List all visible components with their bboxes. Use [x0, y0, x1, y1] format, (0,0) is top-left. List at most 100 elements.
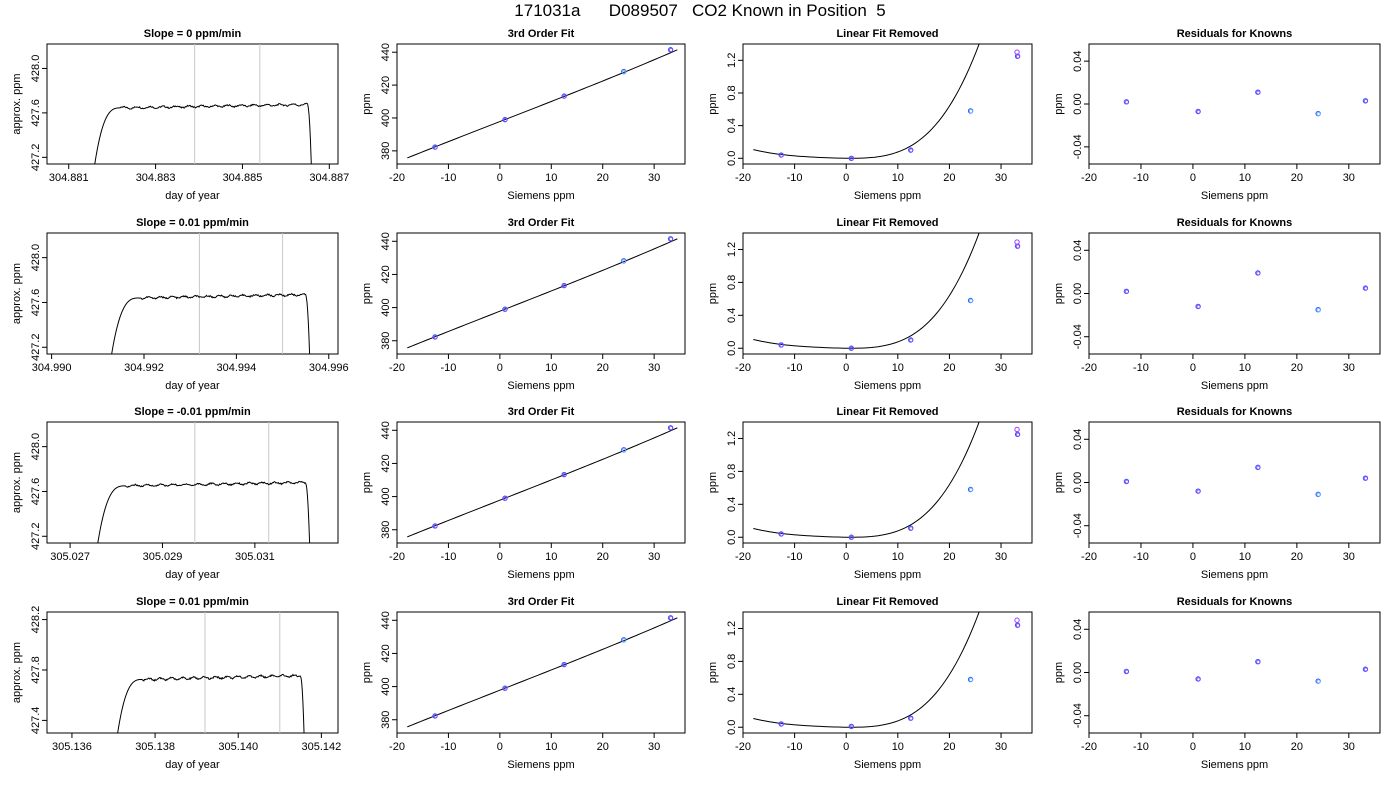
y-tick-label: 0.04: [1072, 429, 1084, 450]
data-point-inner: [503, 686, 508, 691]
y-tick-label: 1.2: [726, 53, 738, 68]
data-point-inner: [968, 109, 973, 114]
plot-frame: [1088, 611, 1381, 734]
data-point-inner: [669, 48, 674, 53]
data-point-inner: [1015, 623, 1020, 628]
data-point-inner: [849, 535, 854, 540]
y-tick-label: 1.2: [726, 621, 738, 636]
y-tick-label: 440: [380, 232, 392, 250]
x-tick-label: 305.027: [50, 551, 90, 563]
residual-curve-line: [753, 422, 980, 538]
plot-frame: [46, 421, 339, 544]
x-tick-label: 304.885: [223, 172, 263, 184]
y-tick-label: 427.8: [30, 656, 42, 684]
data-point-inner: [1316, 111, 1321, 116]
data-point-inner: [909, 338, 914, 343]
data-point-inner: [779, 153, 784, 158]
x-tick-label: 20: [943, 362, 955, 374]
y-tick-label: 0.8: [726, 275, 738, 290]
data-point-inner: [1196, 304, 1201, 309]
data-point-inner: [968, 298, 973, 303]
x-tick-label: 20: [1291, 362, 1303, 374]
x-axis-label: Siemens ppm: [854, 380, 921, 392]
data-point-inner: [1363, 286, 1368, 291]
panel-r1-c4: Residuals for Knowns -20 -10 0 10 20 30 -0.04 0.…: [1053, 28, 1381, 202]
x-tick-label: 0: [497, 551, 503, 563]
panel-title: Slope = -0.01 ppm/min: [134, 406, 251, 418]
fit-line: [407, 49, 678, 159]
x-tick-label: -10: [787, 362, 803, 374]
x-tick-label: -20: [389, 741, 405, 753]
x-tick-label: 0: [1190, 172, 1196, 184]
y-tick-label: 427.4: [30, 707, 42, 735]
x-tick-label: -10: [440, 172, 456, 184]
panel-title: 3rd Order Fit: [508, 596, 575, 608]
y-tick-label: 0.04: [1072, 50, 1084, 71]
x-tick-label: -10: [440, 741, 456, 753]
x-tick-label: 20: [1291, 172, 1303, 184]
x-tick-label: 0: [1190, 551, 1196, 563]
y-tick-label: 420: [380, 76, 392, 94]
x-tick-label: -10: [1133, 741, 1149, 753]
y-tick-label: -0.04: [1072, 703, 1084, 728]
data-point-inner: [562, 94, 567, 99]
panel-r2-c3: Linear Fit Removed -20 -10 0 10 20 30 0.0 0.4 0.8…: [707, 217, 1033, 392]
x-tick-label: 20: [597, 551, 609, 563]
x-tick-label: 30: [648, 172, 660, 184]
y-tick-label: 427.6: [30, 99, 42, 127]
plot-frame: [742, 232, 1033, 355]
y-tick-label: 0.0: [726, 720, 738, 735]
y-tick-label: -0.04: [1072, 134, 1084, 159]
y-axis-label: ppm: [361, 283, 373, 304]
y-tick-label: 0.8: [726, 464, 738, 479]
y-tick-label: 380: [380, 142, 392, 160]
y-axis-label: approx. ppm: [11, 642, 23, 703]
x-tick-label: 30: [1343, 362, 1355, 374]
data-point-inner: [1363, 476, 1368, 481]
y-tick-label: 428.0: [30, 55, 42, 83]
x-tick-label: 30: [1343, 172, 1355, 184]
x-tick-label: -20: [1081, 172, 1097, 184]
x-tick-label: 304.990: [32, 362, 72, 374]
y-tick-label: 440: [380, 421, 392, 439]
panel-title: Linear Fit Removed: [836, 596, 938, 608]
plot-frame: [46, 232, 339, 355]
fit-line: [407, 238, 678, 349]
x-tick-label: 10: [892, 172, 904, 184]
data-point-inner: [1363, 667, 1368, 672]
x-tick-label: 30: [995, 741, 1007, 753]
plot-area: [407, 236, 678, 349]
x-tick-label: -20: [389, 172, 405, 184]
data-point-inner: [968, 487, 973, 492]
plot-area: [1123, 658, 1369, 684]
y-axis-label: ppm: [707, 472, 719, 493]
y-tick-label: 0.0: [726, 341, 738, 356]
data-point-inner: [503, 496, 508, 501]
data-point-inner: [779, 532, 784, 537]
x-tick-label: 304.996: [309, 362, 349, 374]
data-point-inner: [779, 722, 784, 727]
panel-r4-c1: Slope = 0.01 ppm/min 305.136 305.138 305.14…: [11, 596, 341, 771]
panel-title: 3rd Order Fit: [508, 406, 575, 418]
x-tick-label: 10: [545, 362, 557, 374]
data-point-inner: [779, 343, 784, 348]
plot-area: [1123, 270, 1369, 313]
data-point: [1014, 239, 1020, 245]
data-point-inner: [433, 524, 438, 529]
y-tick-label: 0.04: [1072, 240, 1084, 261]
trace-line: [97, 480, 311, 543]
panel-title: Residuals for Knowns: [1177, 28, 1293, 40]
y-tick-label: 0.00: [1072, 472, 1084, 493]
x-tick-label: 0: [843, 741, 849, 753]
data-point-inner: [669, 237, 674, 242]
panel-title: Slope = 0.01 ppm/min: [136, 596, 249, 608]
y-axis-label: ppm: [361, 662, 373, 683]
data-point-inner: [909, 148, 914, 153]
x-axis-label: Siemens ppm: [1201, 759, 1268, 771]
x-tick-label: 20: [1291, 741, 1303, 753]
panel-r3-c4: Residuals for Knowns -20 -10 0 10 20 30 -0.04 0.…: [1053, 406, 1381, 581]
y-tick-label: 440: [380, 43, 392, 61]
y-tick-label: 380: [380, 711, 392, 729]
trace-line: [111, 292, 311, 354]
